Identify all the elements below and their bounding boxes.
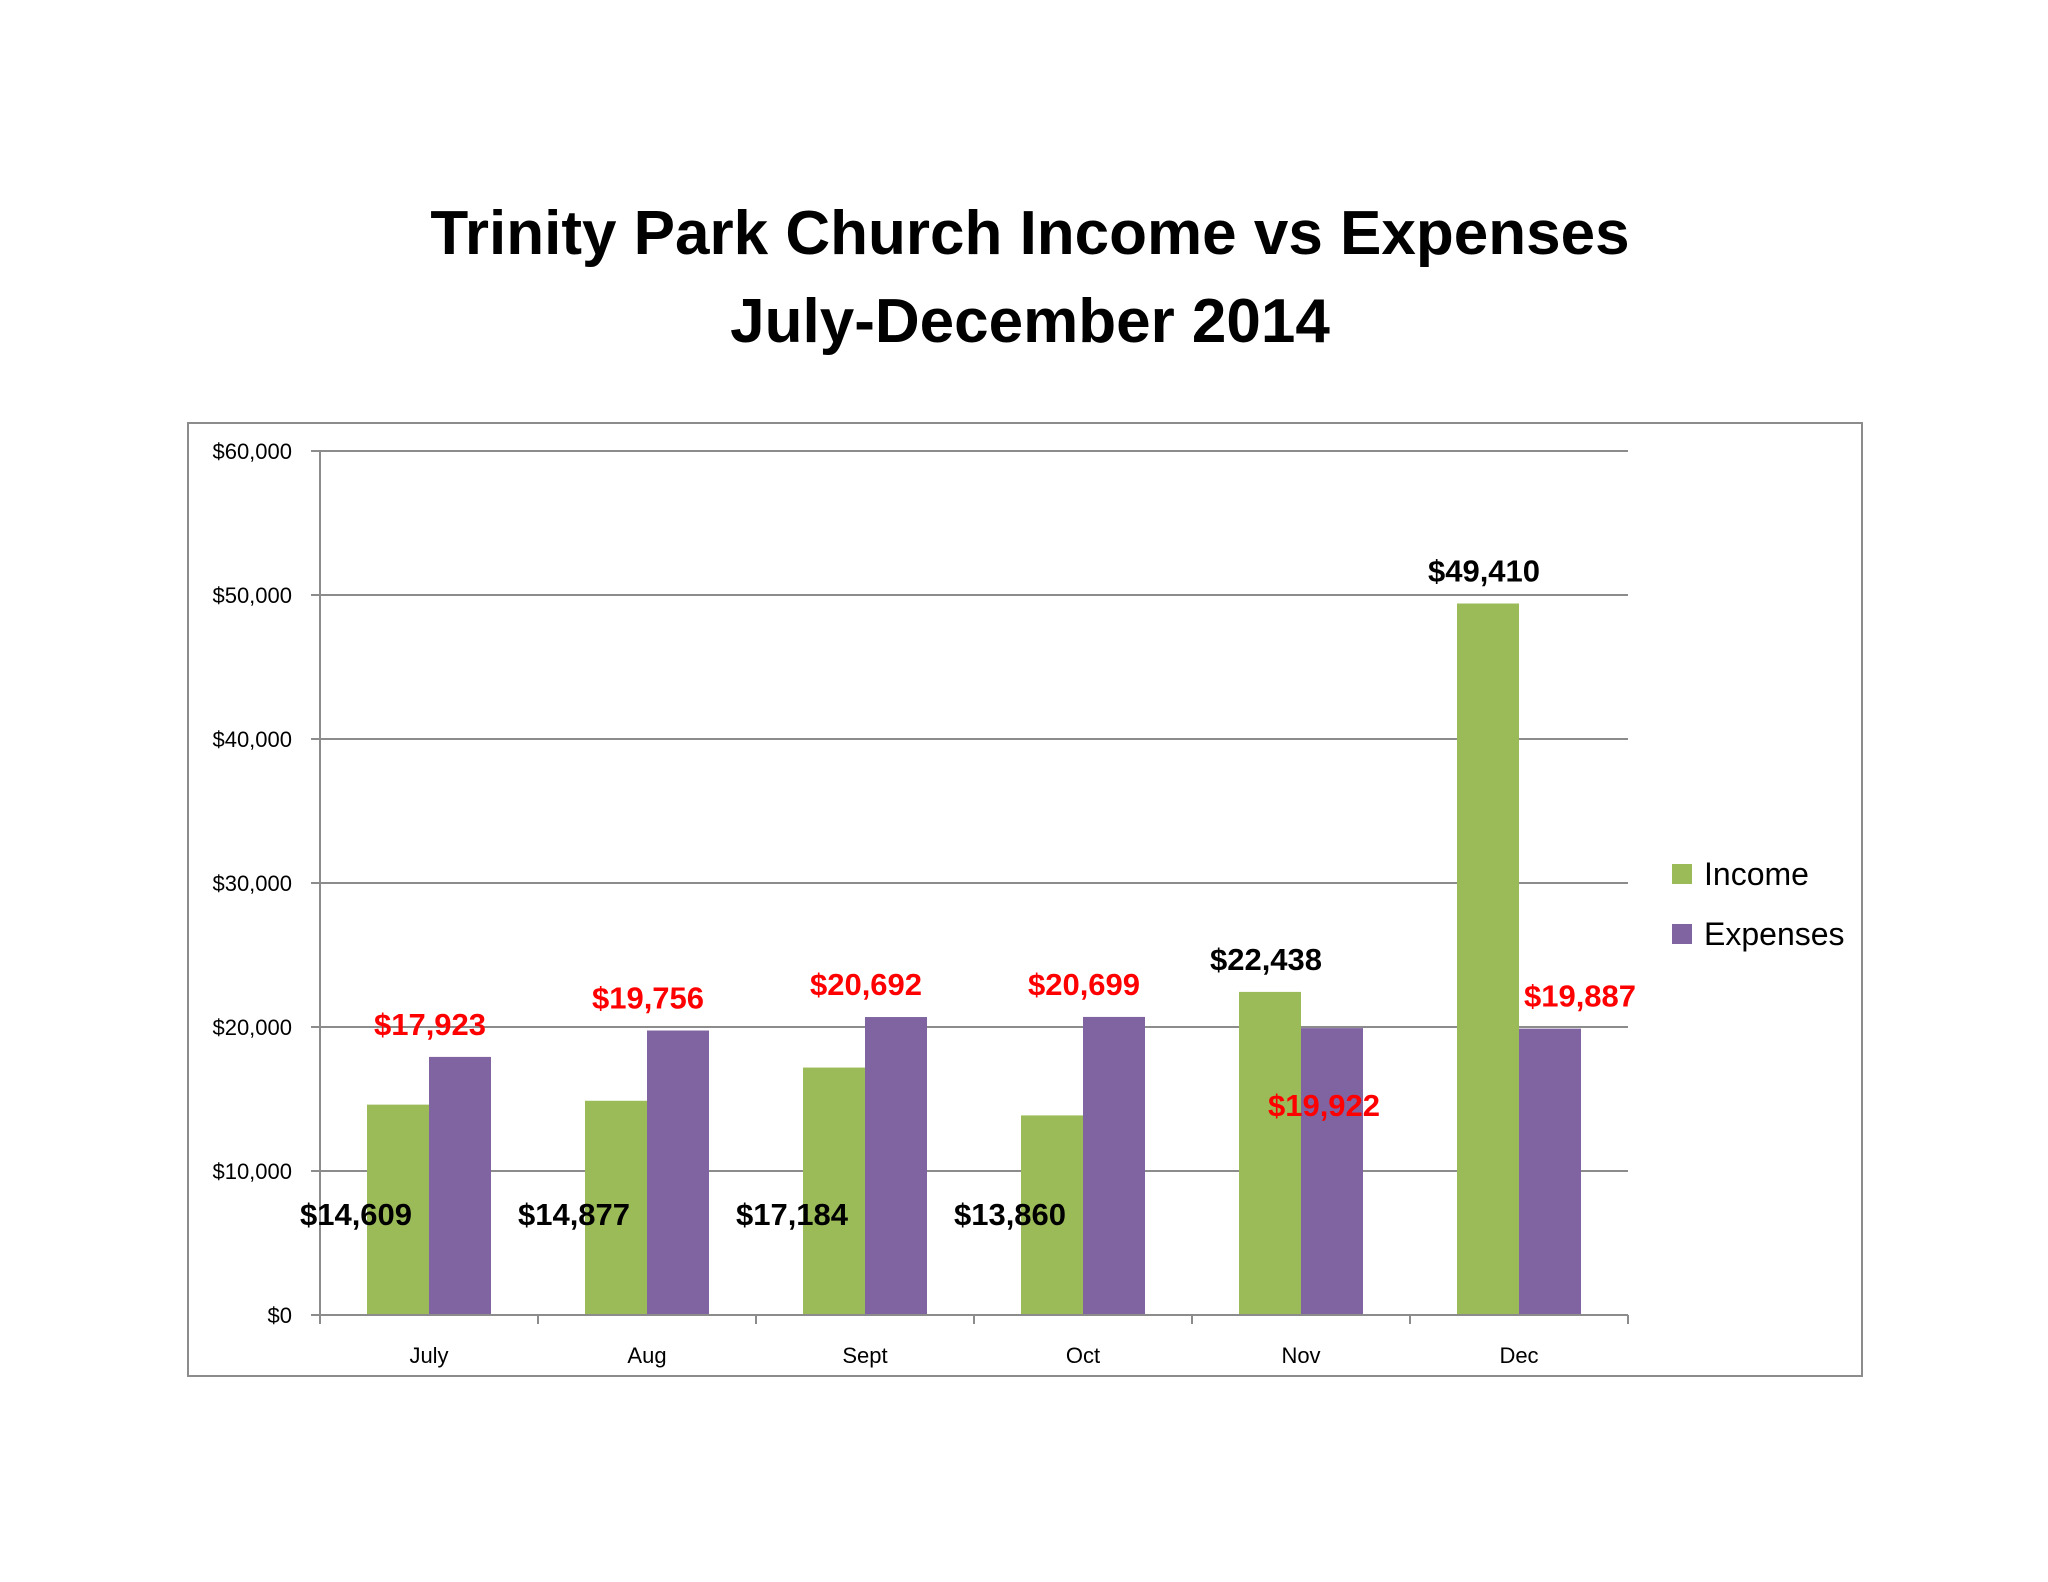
y-tick-label: $30,000 [212,871,292,896]
chart-title-line: Trinity Park Church Income vs Expenses [430,199,1630,268]
x-tick-label: Oct [1066,1343,1100,1368]
bar-income [803,1067,865,1315]
x-tick-label: Sept [842,1343,887,1368]
bar-expenses [865,1017,927,1315]
legend-label-expenses: Expenses [1704,916,1845,952]
legend-swatch-expenses [1672,924,1692,944]
bar-expenses [1519,1028,1581,1315]
chart-subtitle-line: July-December 2014 [730,287,1330,356]
data-label-expenses: $20,699 [1028,967,1140,1002]
x-tick-label: Aug [627,1343,666,1368]
bar-income [367,1104,429,1315]
bar-income [585,1100,647,1315]
x-tick-label: July [409,1343,448,1368]
data-label-expenses: $20,692 [810,967,922,1002]
bars [367,603,1581,1315]
data-labels: $14,609 $14,877 $17,184 $13,860 $22,438 $49,4… [300,553,1636,1232]
legend-label-income: Income [1704,856,1809,892]
data-label-income: $14,609 [300,1197,412,1232]
chart-title: Trinity Park Church Income vs Expenses J… [0,190,2048,366]
data-label-income: $17,184 [736,1197,849,1232]
data-label-income: $49,410 [1428,553,1540,588]
bar-income [1021,1115,1083,1315]
y-tick-label: $0 [268,1303,292,1328]
bar-expenses [1301,1028,1363,1315]
y-tick-label: $40,000 [212,727,292,752]
data-label-income: $13,860 [954,1197,1066,1232]
data-label-expenses: $17,923 [374,1007,486,1042]
gridlines [320,450,1628,1172]
y-axis-ticks: $0 $10,000 $20,000 $30,000 $40,000 $50,000 $60… [212,439,320,1328]
data-label-income: $14,877 [518,1197,630,1232]
y-tick-label: $50,000 [212,583,292,608]
legend-swatch-income [1672,864,1692,884]
bar-expenses [1083,1016,1145,1315]
x-axis: July Aug Sept Oct Nov Dec [319,451,1629,1368]
data-label-income: $22,438 [1210,942,1322,977]
y-tick-label: $20,000 [212,1015,292,1040]
data-label-expenses: $19,756 [592,981,704,1016]
data-label-expenses: $19,922 [1268,1088,1380,1123]
bar-income [1239,991,1301,1315]
data-label-expenses: $19,887 [1524,979,1636,1014]
y-tick-label: $10,000 [212,1159,292,1184]
bar-expenses [647,1030,709,1315]
bar-expenses [429,1056,491,1315]
y-tick-label: $60,000 [212,439,292,464]
bar-income [1457,603,1519,1315]
x-tick-label: Nov [1281,1343,1320,1368]
x-tick-label: Dec [1499,1343,1538,1368]
legend: Income Expenses [1672,856,1845,952]
